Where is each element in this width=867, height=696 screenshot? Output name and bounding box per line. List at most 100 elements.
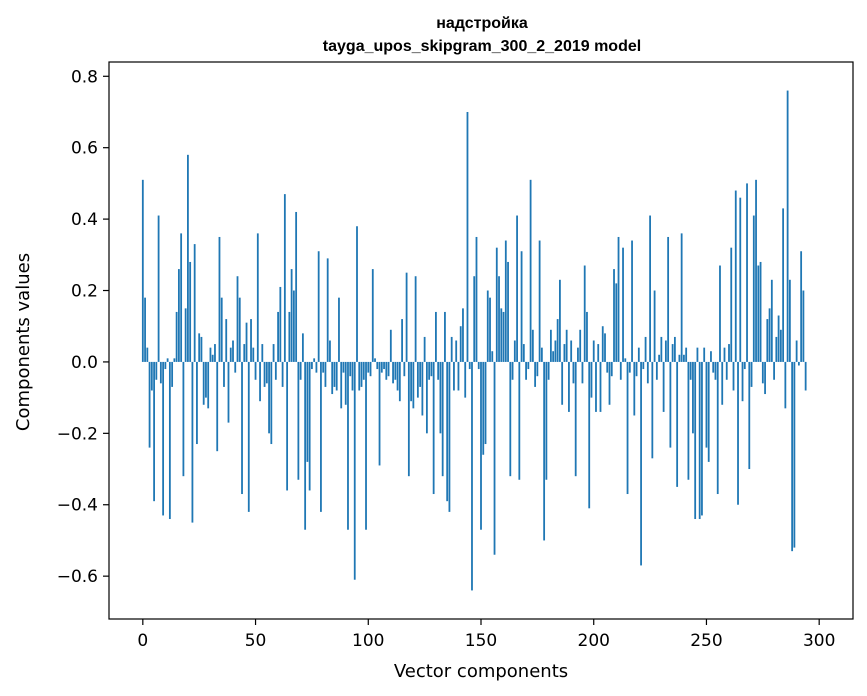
bar: [182, 361, 185, 477]
bar: [311, 361, 313, 370]
bar: [595, 361, 597, 412]
bar: [202, 361, 205, 405]
bar: [482, 361, 485, 455]
bar: [795, 340, 798, 362]
bar: [376, 361, 379, 370]
x-tick-label: 250: [690, 631, 722, 651]
bar: [256, 233, 259, 362]
bar: [556, 319, 559, 362]
bar: [559, 279, 561, 362]
bar: [351, 361, 354, 391]
y-tick-label: 0.0: [71, 353, 98, 373]
bar: [788, 279, 791, 362]
bar: [520, 251, 523, 362]
bar: [498, 276, 500, 362]
bar: [599, 361, 602, 412]
bar: [450, 336, 453, 362]
bar: [189, 261, 192, 362]
bar-series: [141, 90, 807, 591]
y-tick-label: −0.6: [57, 567, 98, 587]
bar: [168, 361, 171, 520]
bar: [297, 361, 300, 480]
bar: [205, 361, 207, 398]
x-tick-label: 100: [352, 631, 384, 651]
bar: [737, 361, 739, 505]
bar: [752, 215, 755, 362]
bar: [491, 351, 494, 362]
bar: [495, 247, 498, 362]
y-tick-label: −0.4: [57, 496, 98, 516]
bar: [604, 333, 606, 362]
bar: [504, 240, 507, 362]
bar: [800, 251, 803, 362]
bar: [475, 236, 478, 362]
bar: [773, 361, 775, 380]
bar: [489, 297, 491, 362]
bar: [342, 361, 345, 373]
bar: [586, 311, 588, 362]
bar: [304, 361, 307, 530]
bar: [613, 269, 615, 362]
bar: [473, 276, 476, 362]
bar: [777, 315, 780, 362]
bar: [324, 361, 327, 387]
bar: [277, 311, 279, 362]
bar: [563, 344, 566, 362]
bar: [534, 361, 537, 387]
bar: [626, 361, 629, 495]
bar: [371, 269, 374, 362]
bar: [209, 347, 212, 362]
bar: [365, 361, 367, 530]
bar: [637, 347, 640, 362]
chart-title-line2: tayga_upos_skipgram_300_2_2019 model: [323, 38, 641, 55]
bar: [396, 361, 399, 391]
bar: [349, 361, 352, 377]
bar: [608, 361, 611, 405]
bar: [640, 361, 642, 566]
bar: [358, 361, 361, 391]
bar: [423, 336, 426, 362]
y-axis-label: Components values: [13, 253, 34, 431]
bar: [234, 361, 237, 373]
bar: [579, 329, 582, 362]
bar: [547, 361, 550, 380]
bar: [464, 361, 467, 398]
bar: [633, 361, 636, 416]
bar: [509, 361, 512, 477]
bar: [653, 290, 656, 362]
bar: [705, 361, 708, 448]
bar: [597, 344, 600, 362]
bar: [286, 361, 289, 491]
bar: [466, 111, 469, 362]
bar: [378, 361, 381, 466]
bar: [263, 361, 266, 387]
bar: [290, 269, 293, 362]
bar: [288, 311, 291, 362]
bar: [383, 361, 385, 370]
bar: [692, 361, 694, 434]
bar: [180, 233, 183, 362]
bar: [707, 361, 710, 462]
bar: [356, 226, 358, 362]
bar: [590, 361, 593, 398]
bar: [689, 361, 692, 380]
bar: [622, 247, 624, 362]
bar: [173, 358, 176, 362]
bar: [468, 361, 471, 370]
bar: [425, 361, 428, 434]
bar: [601, 326, 604, 362]
bar: [153, 361, 155, 502]
bar: [335, 361, 338, 391]
bar: [480, 361, 482, 530]
bar: [401, 319, 403, 362]
bar: [421, 361, 424, 416]
bar: [687, 361, 690, 480]
bar: [683, 354, 685, 362]
bar: [732, 361, 735, 391]
bar: [471, 361, 473, 591]
bar: [676, 361, 679, 487]
bar: [552, 351, 555, 362]
bar: [259, 361, 261, 402]
bar: [315, 361, 318, 373]
